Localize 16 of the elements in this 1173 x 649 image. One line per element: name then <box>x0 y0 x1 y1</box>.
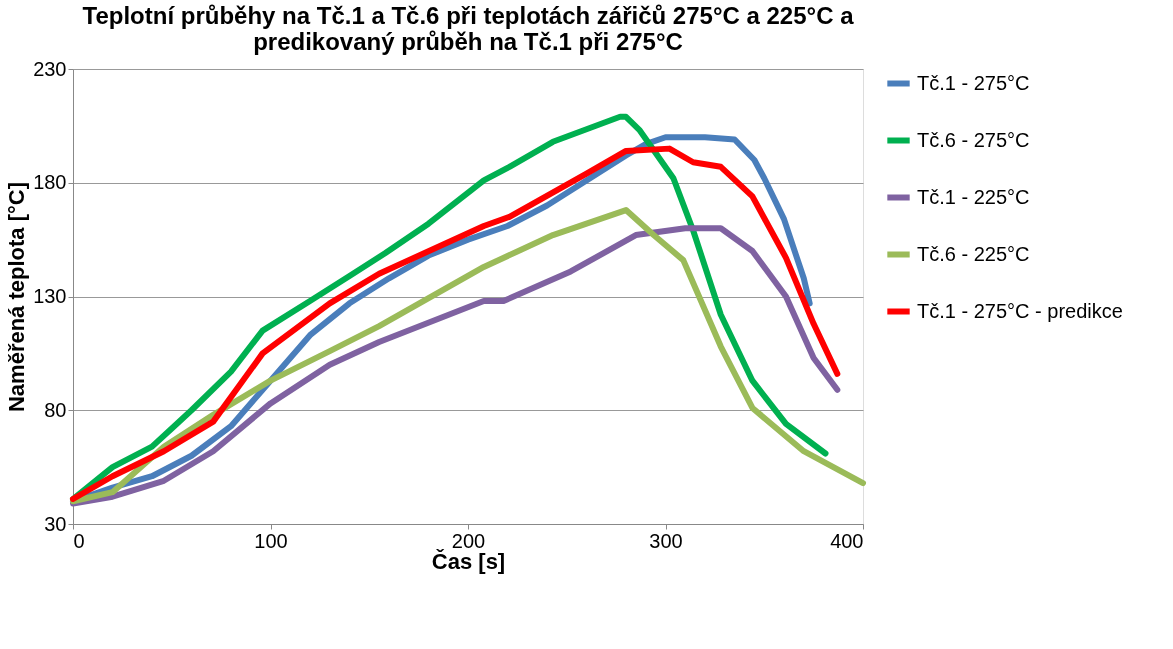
legend-label: Tč.6 - 275°C <box>917 128 1030 151</box>
x-tick-label: 0 <box>73 529 85 552</box>
y-tick-label: 180 <box>33 171 67 194</box>
y-tick-label: 80 <box>44 398 67 421</box>
y-tick-label: 230 <box>33 57 67 80</box>
legend-label: Tč.1 - 275°C - predikce <box>917 299 1123 322</box>
legend-label: Tč.6 - 225°C <box>917 242 1030 265</box>
y-axis-title: Naměřená teplota [°C] <box>4 181 30 413</box>
x-tick-label: 300 <box>649 529 683 552</box>
legend-label: Tč.1 - 275°C <box>917 71 1030 94</box>
y-tick-label: 130 <box>33 285 67 307</box>
legend-label: Tč.1 - 225°C <box>917 185 1030 208</box>
x-tick-label: 100 <box>254 529 288 552</box>
x-tick-label: 400 <box>830 529 864 552</box>
y-tick-label: 30 <box>44 512 67 535</box>
chart-title: Teplotní průběhy na Tč.1 a Tč.6 při teplotách zářičů 275°C a 225°C a predikovaný průběh na Tč.1 při 275°C <box>82 2 855 55</box>
